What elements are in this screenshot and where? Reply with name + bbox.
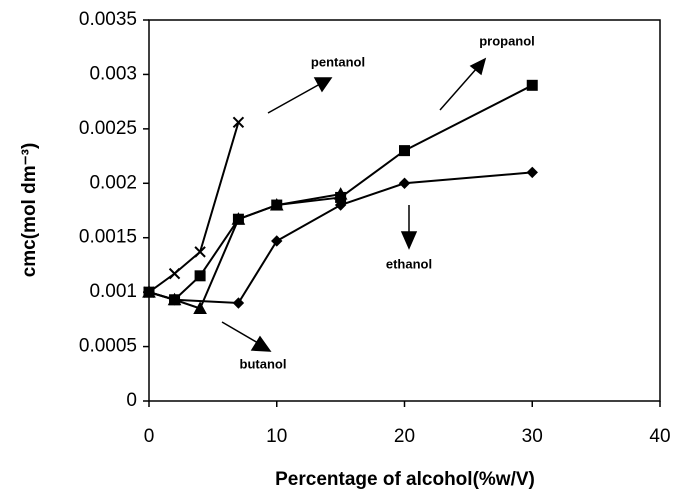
series-label: butanol — [240, 356, 287, 371]
y-tick-label: 0.002 — [89, 172, 137, 193]
series-label: propanol — [479, 33, 535, 48]
arrow — [221, 321, 259, 344]
arrow — [439, 67, 478, 111]
triangle-marker — [269, 198, 284, 211]
triangle-marker — [167, 292, 182, 306]
arrow-head — [400, 231, 418, 250]
x-marker — [232, 116, 245, 129]
square-marker — [399, 145, 410, 157]
y-axis-title: cmc(mol dm⁻³) — [19, 143, 40, 278]
diamond-marker — [526, 166, 538, 179]
x-marker — [194, 246, 206, 258]
series-label: ethanol — [386, 256, 432, 271]
x-tick-label: 10 — [266, 426, 287, 447]
triangle-marker — [333, 187, 348, 200]
x-marker — [168, 267, 181, 280]
triangle-marker — [193, 301, 207, 314]
y-tick-label: 0.0025 — [79, 118, 137, 139]
x-tick-label: 0 — [144, 426, 155, 447]
plot-frame — [148, 19, 661, 402]
y-tick-label: 0 — [126, 390, 137, 411]
series-line — [148, 193, 341, 310]
y-tick-label: 0.001 — [89, 281, 137, 302]
arrow-head — [469, 57, 487, 76]
triangle-marker — [231, 212, 246, 225]
arrow-head — [250, 335, 272, 352]
diamond-marker — [398, 177, 411, 189]
x-tick-label: 40 — [649, 426, 670, 447]
arrows — [221, 57, 487, 352]
y-tick-label: 0.0005 — [79, 336, 137, 357]
y-tick-label: 0.0035 — [79, 9, 137, 30]
y-tick-label: 0.0015 — [79, 227, 137, 248]
arrow-head — [313, 77, 333, 93]
x-tick-label: 30 — [522, 426, 543, 447]
square-marker — [194, 270, 206, 282]
series-label: pentanol — [311, 54, 365, 69]
diamond-marker — [271, 235, 283, 247]
arrow — [267, 83, 321, 114]
series-line — [148, 122, 240, 293]
x-axis-title: Percentage of alcohol(%w/V) — [275, 469, 535, 490]
square-marker — [526, 79, 538, 91]
x-tick-label: 20 — [394, 426, 415, 447]
diamond-marker — [232, 297, 245, 309]
x-marker — [143, 286, 155, 298]
y-tick-label: 0.003 — [89, 63, 137, 84]
